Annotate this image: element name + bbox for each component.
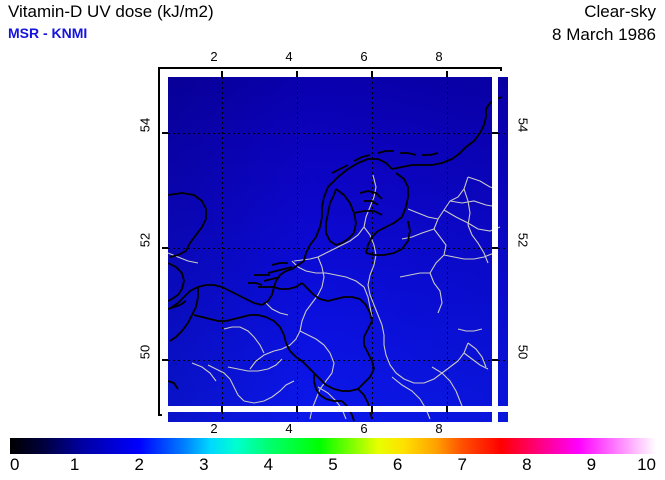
tick-top-6 bbox=[371, 71, 373, 77]
axis-label-lat-left-54: 54 bbox=[137, 117, 153, 133]
tick-band-bottom bbox=[168, 406, 508, 412]
administrative-borders bbox=[168, 174, 501, 420]
tick-bottom-6 bbox=[371, 406, 373, 412]
axis-label-lon-top-8: 8 bbox=[435, 49, 443, 64]
colorbar-label-9: 9 bbox=[586, 455, 597, 474]
graticule-lon-6 bbox=[372, 77, 373, 422]
tick-left-50 bbox=[162, 359, 168, 361]
colorbar-label-10: 10 bbox=[637, 455, 656, 474]
uv-dose-gradient bbox=[168, 77, 508, 422]
axis-label-lon-bottom-8: 8 bbox=[435, 421, 443, 436]
graticule-lat-54 bbox=[168, 133, 508, 134]
axis-label-lat-right-52: 52 bbox=[515, 232, 531, 248]
graticule-lon-8 bbox=[447, 77, 448, 422]
colorbar: 0 1 2 3 4 5 6 7 8 9 10 bbox=[10, 438, 656, 478]
tick-left-54 bbox=[162, 132, 168, 134]
tick-band-top bbox=[168, 71, 508, 77]
tick-top-8 bbox=[446, 71, 448, 77]
colorbar-label-2: 2 bbox=[134, 455, 144, 474]
coastline-and-borders-overlay bbox=[168, 96, 503, 422]
tick-top-2 bbox=[221, 71, 223, 77]
axis-label-lon-bottom-6: 6 bbox=[360, 421, 368, 436]
axis-label-lon-top-4: 4 bbox=[285, 49, 293, 64]
tick-right-52 bbox=[492, 247, 498, 249]
uv-dose-field bbox=[168, 77, 508, 422]
colorbar-label-4: 4 bbox=[263, 455, 274, 474]
graticule-lat-50 bbox=[168, 360, 508, 361]
tick-top-4 bbox=[296, 71, 298, 77]
axis-label-lon-bottom-4: 4 bbox=[285, 421, 293, 436]
colorbar-tick-labels: 0 1 2 3 4 5 6 7 8 9 10 bbox=[10, 454, 656, 478]
colorbar-label-3: 3 bbox=[199, 455, 209, 474]
tick-bottom-8 bbox=[446, 406, 448, 412]
axis-label-lon-bottom-2: 2 bbox=[210, 421, 218, 436]
colorbar-gradient bbox=[10, 438, 656, 454]
tick-bottom-2 bbox=[221, 406, 223, 412]
axis-label-lat-left-52: 52 bbox=[137, 232, 153, 248]
map-frame bbox=[158, 67, 508, 422]
tick-bottom-4 bbox=[296, 406, 298, 412]
colorbar-label-0: 0 bbox=[10, 455, 20, 474]
colorbar-label-6: 6 bbox=[392, 455, 403, 474]
colorbar-label-5: 5 bbox=[328, 455, 338, 474]
graticule-lat-52 bbox=[168, 248, 508, 249]
colorbar-label-8: 8 bbox=[522, 455, 532, 474]
date-label: 8 March 1986 bbox=[552, 25, 656, 44]
axis-label-lon-top-2: 2 bbox=[210, 49, 218, 64]
uv-dose-gradient-zonal bbox=[168, 77, 508, 422]
page-title: Vitamin-D UV dose (kJ/m2) bbox=[8, 2, 214, 21]
sky-condition-label: Clear-sky bbox=[584, 2, 656, 21]
tick-right-54 bbox=[492, 132, 498, 134]
axis-label-lon-top-6: 6 bbox=[360, 49, 368, 64]
graticule-lon-2 bbox=[222, 77, 223, 422]
tick-band-right bbox=[492, 77, 498, 422]
colorbar-label-1: 1 bbox=[69, 455, 80, 474]
coastlines bbox=[168, 96, 503, 422]
axis-label-lat-left-50: 50 bbox=[137, 344, 153, 360]
tick-band-left bbox=[162, 77, 168, 422]
axis-label-lat-right-50: 50 bbox=[515, 344, 531, 360]
tick-right-50 bbox=[492, 359, 498, 361]
colorbar-label-7: 7 bbox=[457, 455, 467, 474]
graticule-lon-4 bbox=[297, 77, 298, 422]
axis-label-lat-right-54: 54 bbox=[515, 117, 531, 133]
data-source-label: MSR - KNMI bbox=[8, 25, 88, 41]
tick-left-52 bbox=[162, 247, 168, 249]
map-panel: 2 4 6 8 2 4 6 8 54 52 50 54 52 50 bbox=[138, 49, 531, 436]
